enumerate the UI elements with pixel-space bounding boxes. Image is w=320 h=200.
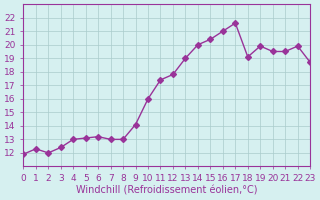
X-axis label: Windchill (Refroidissement éolien,°C): Windchill (Refroidissement éolien,°C) (76, 186, 258, 196)
